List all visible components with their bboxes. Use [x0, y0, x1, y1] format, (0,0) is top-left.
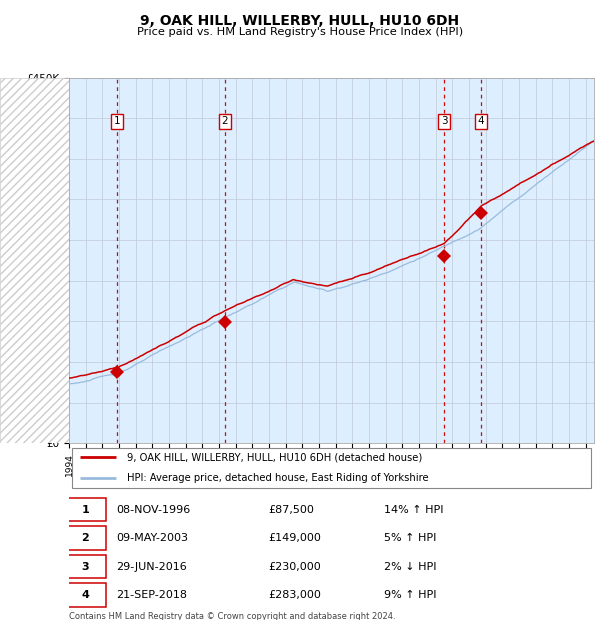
FancyBboxPatch shape	[65, 555, 106, 578]
Text: 3: 3	[82, 562, 89, 572]
Text: 9% ↑ HPI: 9% ↑ HPI	[384, 590, 437, 600]
Text: 21-SEP-2018: 21-SEP-2018	[116, 590, 187, 600]
Text: 1: 1	[113, 117, 120, 126]
Text: HPI: Average price, detached house, East Riding of Yorkshire: HPI: Average price, detached house, East…	[127, 472, 428, 482]
FancyBboxPatch shape	[71, 448, 592, 488]
Text: 2: 2	[82, 533, 89, 543]
Text: 4: 4	[478, 117, 484, 126]
Text: £87,500: £87,500	[269, 505, 314, 515]
Text: 3: 3	[440, 117, 448, 126]
Text: 9, OAK HILL, WILLERBY, HULL, HU10 6DH: 9, OAK HILL, WILLERBY, HULL, HU10 6DH	[140, 14, 460, 28]
Text: 1: 1	[82, 505, 89, 515]
FancyBboxPatch shape	[65, 526, 106, 550]
Text: 2: 2	[221, 117, 229, 126]
Text: Price paid vs. HM Land Registry's House Price Index (HPI): Price paid vs. HM Land Registry's House …	[137, 27, 463, 37]
Text: Contains HM Land Registry data © Crown copyright and database right 2024.
This d: Contains HM Land Registry data © Crown c…	[69, 612, 395, 620]
Text: 2% ↓ HPI: 2% ↓ HPI	[384, 562, 437, 572]
Text: £149,000: £149,000	[269, 533, 322, 543]
Text: £230,000: £230,000	[269, 562, 321, 572]
Text: 9, OAK HILL, WILLERBY, HULL, HU10 6DH (detached house): 9, OAK HILL, WILLERBY, HULL, HU10 6DH (d…	[127, 452, 422, 463]
Text: £283,000: £283,000	[269, 590, 322, 600]
Text: 08-NOV-1996: 08-NOV-1996	[116, 505, 191, 515]
Text: 29-JUN-2016: 29-JUN-2016	[116, 562, 187, 572]
Text: 5% ↑ HPI: 5% ↑ HPI	[384, 533, 436, 543]
Text: 09-MAY-2003: 09-MAY-2003	[116, 533, 188, 543]
Text: 4: 4	[82, 590, 89, 600]
FancyBboxPatch shape	[65, 583, 106, 607]
Text: 14% ↑ HPI: 14% ↑ HPI	[384, 505, 443, 515]
FancyBboxPatch shape	[65, 498, 106, 521]
